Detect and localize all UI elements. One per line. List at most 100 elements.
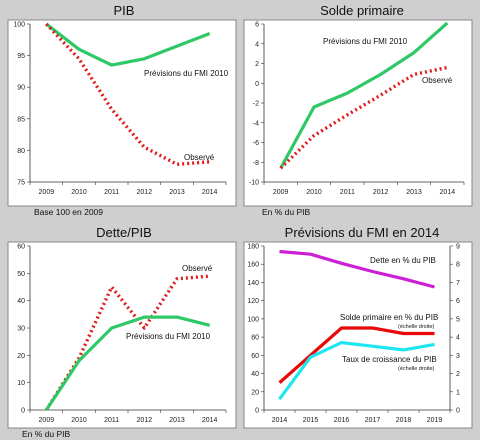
solde-xtick-label: 2009 bbox=[273, 189, 289, 196]
dette-ytick-label: 0 bbox=[21, 408, 25, 415]
prev2014-series-dette-en-du-pib bbox=[279, 249, 435, 289]
prev2014-ytick-right-label: 6 bbox=[456, 298, 460, 305]
dette-ytick-label: 60 bbox=[17, 244, 25, 251]
dette-xtick-label: 2012 bbox=[137, 417, 153, 424]
prev2014-series-taux-de-croissance-du-pib bbox=[278, 341, 435, 401]
pib-ytick-label: 95 bbox=[17, 53, 25, 60]
pib-xtick-label: 2014 bbox=[202, 189, 218, 196]
solde-ytick-label: 2 bbox=[255, 61, 259, 68]
pib-label-prev: Prévisions du FMI 2010 bbox=[144, 69, 229, 78]
dette-ytick-label: 30 bbox=[17, 326, 25, 333]
pib-xtick-label: 2012 bbox=[137, 189, 153, 196]
solde-title: Solde primaire bbox=[320, 3, 404, 18]
pib-ytick-label: 90 bbox=[17, 85, 25, 92]
solde-footnote: En % du PIB bbox=[262, 207, 311, 217]
solde-series-previsions-du-fmi-2010 bbox=[279, 21, 449, 169]
prev2014-ytick-right-label: 4 bbox=[456, 335, 460, 342]
solde-xtick-label: 2010 bbox=[306, 189, 322, 196]
dette-ytick-label: 50 bbox=[17, 271, 25, 278]
pib-xtick-label: 2011 bbox=[104, 189, 119, 196]
pib-label-obs: Observé bbox=[184, 153, 215, 162]
solde-ytick-label: 4 bbox=[255, 41, 259, 48]
prev2014-ytick-label: 80 bbox=[251, 335, 259, 342]
pib-footnote: Base 100 en 2009 bbox=[34, 207, 103, 217]
dette-xtick-label: 2010 bbox=[71, 417, 87, 424]
dette-label-prev: Prévisions du FMI 2010 bbox=[126, 332, 211, 341]
pib-series-previsions-du-fmi-2010 bbox=[45, 22, 211, 67]
prev2014-ytick-right-label: 3 bbox=[456, 353, 460, 360]
pib-title: PIB bbox=[114, 3, 135, 18]
dette-xtick-label: 2011 bbox=[104, 417, 119, 424]
prev2014-ytick-label: 160 bbox=[247, 262, 259, 269]
prev2014-ytick-right-label: 0 bbox=[456, 408, 460, 415]
solde-series-observe bbox=[279, 65, 448, 170]
prev2014-ytick-right-label: 1 bbox=[456, 389, 460, 396]
prev2014-xtick-label: 2017 bbox=[365, 417, 381, 424]
pib-ytick-label: 100 bbox=[13, 22, 25, 29]
prev2014-xtick-label: 2019 bbox=[427, 417, 443, 424]
pib-series-observe bbox=[45, 22, 210, 167]
solde-ytick-label: 0 bbox=[255, 81, 259, 88]
dette-ytick-label: 20 bbox=[17, 353, 25, 360]
pib-panel bbox=[7, 19, 237, 207]
dette-label-obs: Observé bbox=[182, 264, 213, 273]
solde-ytick-label: 6 bbox=[255, 22, 259, 29]
solde-ytick-label: -6 bbox=[253, 140, 259, 147]
pib-xtick-label: 2010 bbox=[71, 189, 87, 196]
prev2014-ytick-label: 120 bbox=[247, 298, 259, 305]
prev2014-xtick-label: 2014 bbox=[272, 417, 288, 424]
prev2014-ytick-label: 40 bbox=[251, 371, 259, 378]
pib-ytick-label: 85 bbox=[17, 116, 25, 123]
prev2014-ytick-right-label: 2 bbox=[456, 371, 460, 378]
prev-panel bbox=[243, 241, 473, 429]
solde-ytick-label: -8 bbox=[253, 160, 259, 167]
prev2014-ytick-label: 60 bbox=[251, 353, 259, 360]
pib-chart: 75 80 85 90 95 100 2009 2010 2011 2012 2013 2014 bbox=[13, 22, 227, 196]
dette-chart: 0 10 20 30 40 50 60 2009 2010 2011 2012 2013 2014 bbox=[17, 244, 227, 424]
pib-ytick-label: 80 bbox=[17, 148, 25, 155]
dette-series-previsions-du-fmi-2010 bbox=[44, 315, 211, 411]
solde-xtick-label: 2013 bbox=[406, 189, 422, 196]
prev2014-xtick-label: 2018 bbox=[396, 417, 412, 424]
solde-panel bbox=[243, 19, 473, 207]
prev2014-ytick-label: 100 bbox=[247, 316, 259, 323]
solde-xtick-label: 2012 bbox=[373, 189, 389, 196]
solde-xtick-label: 2011 bbox=[340, 189, 355, 196]
prev2014-ytick-label: 140 bbox=[247, 280, 259, 287]
prev2014-ytick-label: 0 bbox=[255, 408, 259, 415]
dette-ytick-label: 40 bbox=[17, 298, 25, 305]
prev-label-solde-note: (échelle droite) bbox=[398, 324, 435, 330]
prev2014-ytick-right-label: 9 bbox=[456, 244, 460, 251]
prev-label-dette: Dette en % du PIB bbox=[370, 256, 436, 265]
prev2014-series-solde-primaire-en-du-pib bbox=[278, 326, 435, 384]
dette-xtick-label: 2014 bbox=[202, 417, 218, 424]
prev2014-ytick-right-label: 7 bbox=[456, 280, 460, 287]
solde-chart: -10 -8 -6 -4 -2 0 2 4 6 2009 2010 2011 2012 2013 2014 bbox=[249, 21, 465, 196]
pib-xtick-label: 2013 bbox=[169, 189, 185, 196]
prev2014-ytick-right-label: 8 bbox=[456, 262, 460, 269]
dette-xtick-label: 2013 bbox=[169, 417, 185, 424]
dette-panel bbox=[7, 241, 237, 429]
pib-ytick-label: 75 bbox=[17, 180, 25, 187]
solde-label-obs: Observé bbox=[422, 76, 453, 85]
prev2014-ytick-right-label: 5 bbox=[456, 316, 460, 323]
solde-ytick-label: -10 bbox=[249, 180, 259, 187]
prev2014-xtick-label: 2015 bbox=[303, 417, 319, 424]
dette-ytick-label: 10 bbox=[17, 380, 25, 387]
prev-label-solde: Solde primaire en % du PIB bbox=[340, 313, 438, 322]
prev2014-ytick-label: 180 bbox=[247, 244, 259, 251]
prev-title: Prévisions du FMI en 2014 bbox=[285, 225, 440, 240]
solde-xtick-label: 2014 bbox=[440, 189, 456, 196]
dette-footnote: En % du PIB bbox=[22, 429, 71, 439]
prev2014-ytick-label: 20 bbox=[251, 389, 259, 396]
dette-title: Dette/PIB bbox=[96, 225, 152, 240]
prev-label-croissance-note: (échelle droite) bbox=[398, 366, 435, 372]
solde-ytick-label: -4 bbox=[253, 120, 259, 127]
solde-ytick-label: -2 bbox=[253, 101, 259, 108]
prev-label-croissance: Taux de croissance du PIB bbox=[342, 355, 437, 364]
prev-chart: 0 20 40 60 80 100 120 140 160 180 0 1 2 3 4 5 6 7 8 9 2014 20… bbox=[247, 244, 460, 425]
pib-xtick-label: 2009 bbox=[39, 189, 55, 196]
solde-label-prev: Prévisions du FMI 2010 bbox=[323, 37, 408, 46]
prev2014-xtick-label: 2016 bbox=[334, 417, 350, 424]
